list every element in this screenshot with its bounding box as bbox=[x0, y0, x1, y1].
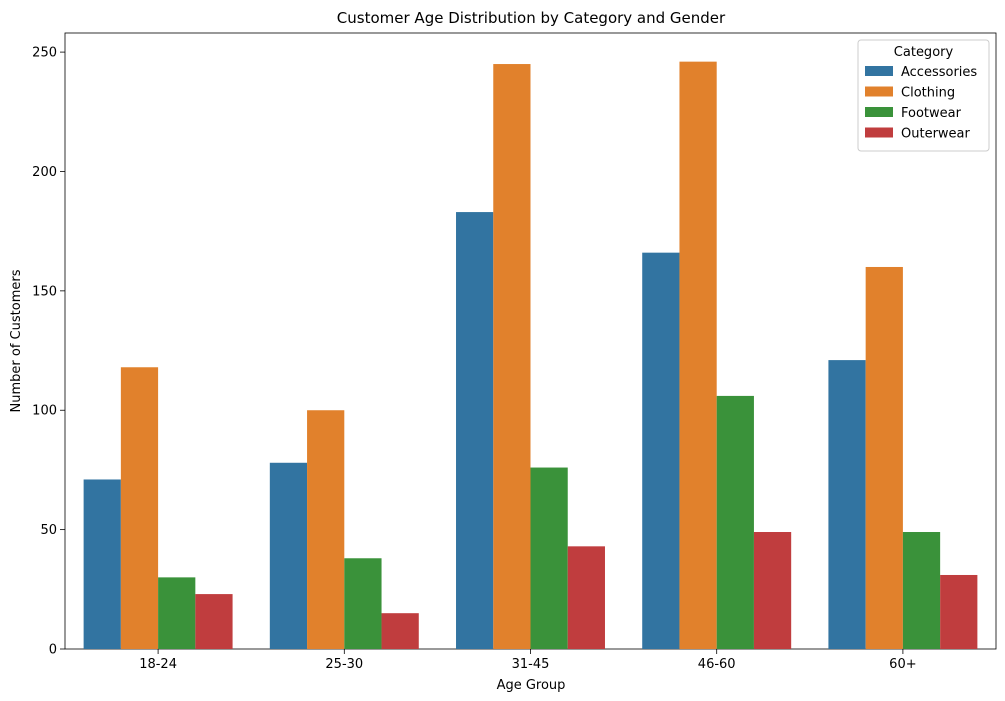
bar-accessories-60+ bbox=[828, 360, 866, 649]
bar-outerwear-31-45 bbox=[567, 546, 605, 649]
bar-clothing-60+ bbox=[865, 266, 903, 649]
legend-swatch-accessories bbox=[865, 66, 893, 76]
bar-outerwear-18-24 bbox=[195, 594, 233, 649]
bar-footwear-18-24 bbox=[158, 577, 196, 649]
legend-label-outerwear: Outerwear bbox=[901, 127, 971, 142]
y-tick-label: 100 bbox=[32, 404, 57, 419]
bar-clothing-25-30 bbox=[307, 410, 345, 649]
x-axis-label: Age Group bbox=[497, 678, 566, 693]
legend-swatch-clothing bbox=[865, 86, 893, 97]
x-tick-label: 31-45 bbox=[512, 657, 550, 672]
bar-footwear-46-60 bbox=[716, 395, 754, 649]
bar-accessories-18-24 bbox=[83, 479, 121, 649]
chart-title: Customer Age Distribution by Category an… bbox=[337, 9, 726, 27]
legend: Category Accessories Clothing Footwear Outer… bbox=[857, 39, 990, 152]
bar-footwear-31-45 bbox=[530, 467, 568, 649]
bar-clothing-18-24 bbox=[120, 367, 159, 649]
bar-clothing-31-45 bbox=[493, 64, 531, 650]
bar-accessories-25-30 bbox=[269, 462, 308, 649]
legend-label-accessories: Accessories bbox=[901, 65, 977, 80]
bar-accessories-46-60 bbox=[642, 252, 680, 649]
legend-label-footwear: Footwear bbox=[901, 106, 962, 121]
bar-outerwear-46-60 bbox=[753, 532, 792, 649]
x-tick-label: 46-60 bbox=[698, 657, 736, 672]
legend-title: Category bbox=[894, 45, 954, 60]
bar-accessories-31-45 bbox=[456, 212, 494, 649]
y-tick-label: 200 bbox=[32, 165, 57, 180]
x-axis: 18-24 25-30 31-45 46-60 60+ bbox=[139, 649, 917, 672]
legend-swatch-outerwear bbox=[865, 127, 893, 138]
bar-footwear-25-30 bbox=[344, 558, 382, 649]
legend-swatch-footwear bbox=[865, 107, 893, 117]
y-tick-label: 0 bbox=[49, 643, 57, 658]
y-axis-label: Number of Customers bbox=[9, 269, 24, 412]
bar-outerwear-25-30 bbox=[381, 613, 419, 649]
bar-clothing-46-60 bbox=[679, 61, 717, 649]
x-tick-label: 60+ bbox=[889, 657, 916, 672]
y-tick-label: 250 bbox=[32, 46, 57, 61]
bars-group bbox=[83, 61, 978, 650]
x-tick-label: 18-24 bbox=[139, 657, 177, 672]
y-tick-label: 50 bbox=[40, 523, 57, 538]
y-axis: 0 50 100 150 200 250 bbox=[32, 46, 65, 658]
legend-label-clothing: Clothing bbox=[901, 86, 955, 101]
bar-footwear-60+ bbox=[902, 532, 941, 649]
bar-outerwear-60+ bbox=[940, 574, 978, 649]
y-tick-label: 150 bbox=[32, 284, 57, 299]
x-tick-label: 25-30 bbox=[325, 657, 363, 672]
